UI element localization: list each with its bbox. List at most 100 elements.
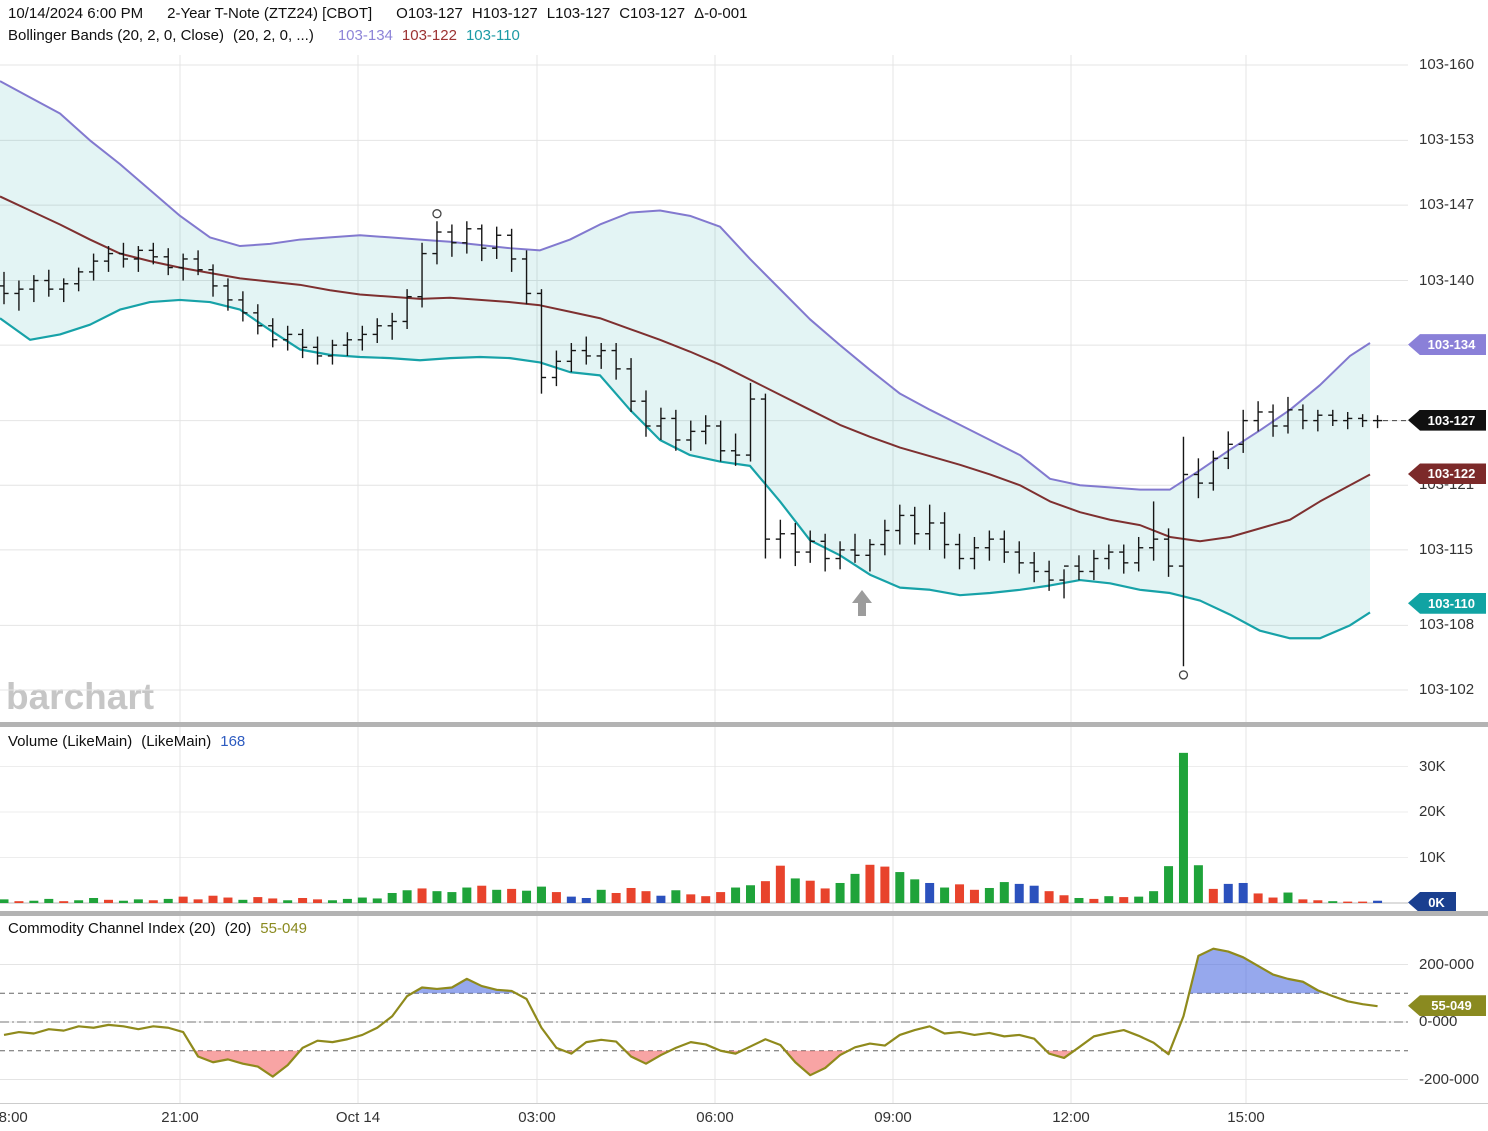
- volume-indicator-params: (LikeMain): [141, 733, 212, 750]
- volume-bar: [536, 886, 546, 903]
- volume-bar: [865, 864, 875, 903]
- volume-bar: [1298, 899, 1308, 903]
- price-axis-label: 103-102: [1419, 681, 1475, 698]
- volume-bar: [298, 897, 308, 903]
- cci-plot: [3, 947, 1378, 1078]
- price-axis-label: 103-153: [1419, 131, 1475, 149]
- price-axis-label: 103-108: [1419, 616, 1475, 634]
- volume-bar: [1149, 891, 1159, 903]
- volume-bar: [611, 892, 621, 903]
- volume-bar: [1193, 865, 1203, 903]
- cci-header: Commodity Channel Index (20) (20) 55-049: [8, 920, 316, 937]
- bollinger-indicator-label[interactable]: Bollinger Bands (20, 2, 0, Close): [8, 27, 224, 44]
- up-arrow-annotation: [852, 590, 872, 616]
- header-bb-lower: 103-110: [465, 27, 520, 44]
- volume-value: 168: [220, 733, 246, 750]
- volume-bar: [372, 898, 382, 903]
- volume-bar: [1134, 896, 1144, 903]
- header-high: H103-127: [471, 5, 538, 22]
- volume-bar: [1358, 901, 1368, 903]
- volume-bar: [1104, 896, 1114, 903]
- price-axis-label: 103-140: [1419, 271, 1475, 289]
- volume-bar: [417, 888, 427, 903]
- volume-bar: [492, 889, 502, 903]
- volume-bar: [1164, 866, 1174, 903]
- volume-bars: [0, 752, 1383, 903]
- volume-bar: [1074, 897, 1084, 903]
- volume-bar: [1268, 897, 1278, 903]
- bb-middle-badge: 103-122: [1408, 463, 1486, 485]
- time-axis-label: Oct 14: [335, 1109, 381, 1126]
- volume-bar: [1044, 891, 1054, 903]
- volume-bar: [850, 873, 860, 903]
- volume-bar: [626, 887, 636, 903]
- volume-bar: [74, 900, 84, 903]
- time-axis-label: 06:00: [696, 1109, 734, 1126]
- cci-indicator-params: (20): [224, 920, 252, 937]
- volume-bar: [0, 899, 9, 903]
- panel-divider-volume[interactable]: [0, 722, 1488, 727]
- volume-bar: [253, 897, 263, 903]
- volume-bar: [283, 900, 293, 903]
- volume-bar: [1253, 893, 1263, 903]
- time-axis-label: 12:00: [1052, 1109, 1090, 1126]
- volume-bar: [1238, 882, 1248, 903]
- bollinger-middle-line: [0, 195, 1371, 543]
- volume-axis-label: 30K: [1419, 757, 1446, 775]
- volume-bar: [29, 900, 39, 903]
- volume-bar: [387, 892, 397, 903]
- volume-bar: [760, 881, 770, 903]
- header-bb-middle: 103-122: [401, 27, 457, 44]
- time-axis: 18:00 21:00 Oct 14 03:00 06:00 09:00 12:00 15:0…: [0, 1103, 1488, 1131]
- volume-bar: [551, 892, 561, 903]
- bollinger-header: Bollinger Bands (20, 2, 0, Close) (20, 2,…: [8, 27, 529, 44]
- volume-bar: [402, 890, 412, 903]
- volume-bar: [999, 882, 1009, 903]
- volume-bar: [313, 899, 323, 903]
- time-axis-label: 15:00: [1227, 1109, 1265, 1126]
- circle-marker: [1178, 670, 1189, 680]
- volume-bar: [1059, 895, 1069, 903]
- volume-bar: [1223, 883, 1233, 903]
- volume-bar: [790, 878, 800, 903]
- volume-bar: [1328, 901, 1338, 903]
- volume-bar: [656, 895, 666, 903]
- volume-bar: [969, 889, 979, 903]
- panel-divider-cci[interactable]: [0, 911, 1488, 916]
- header-symbol: 2-Year T-Note (ZTZ24) [CBOT]: [167, 5, 373, 22]
- volume-bar: [432, 891, 442, 903]
- header-bb-upper: 103-134: [337, 27, 393, 44]
- bollinger-indicator-params: (20, 2, 0, ...): [232, 27, 314, 44]
- volume-bar: [357, 897, 367, 903]
- volume-bar: [208, 895, 218, 903]
- volume-bar: [522, 890, 532, 903]
- volume-bar: [342, 898, 352, 903]
- volume-bar: [133, 899, 143, 903]
- cci-value-badge: 55-049: [1408, 995, 1486, 1017]
- header-datetime: 10/14/2024 6:00 PM: [8, 5, 144, 22]
- bollinger-upper-line: [0, 80, 1371, 491]
- price-axis-label: 103-147: [1419, 196, 1475, 214]
- volume-bar: [716, 892, 726, 903]
- volume-indicator-label[interactable]: Volume (LikeMain): [8, 733, 133, 750]
- time-axis-label: 21:00: [161, 1109, 199, 1126]
- volume-bar: [835, 882, 845, 903]
- volume-bar: [148, 900, 158, 903]
- time-axis-label: 03:00: [518, 1109, 556, 1126]
- volume-bar: [775, 865, 785, 903]
- cci-value: 55-049: [260, 920, 308, 937]
- barchart-watermark: barchart: [6, 676, 155, 717]
- volume-bar: [820, 888, 830, 903]
- volume-bar: [984, 887, 994, 903]
- cci-axis-label: -200-000: [1419, 1070, 1480, 1088]
- header-close: C103-127: [619, 5, 686, 22]
- volume-bar: [447, 892, 457, 903]
- volume-bar: [507, 888, 517, 903]
- volume-axis-label: 20K: [1419, 803, 1446, 820]
- time-axis-label: 09:00: [874, 1109, 912, 1126]
- volume-bar: [59, 901, 69, 903]
- volume-bar: [118, 900, 128, 903]
- cci-indicator-label[interactable]: Commodity Channel Index (20): [8, 920, 216, 937]
- cci-axis-label: 0-000: [1419, 1013, 1458, 1030]
